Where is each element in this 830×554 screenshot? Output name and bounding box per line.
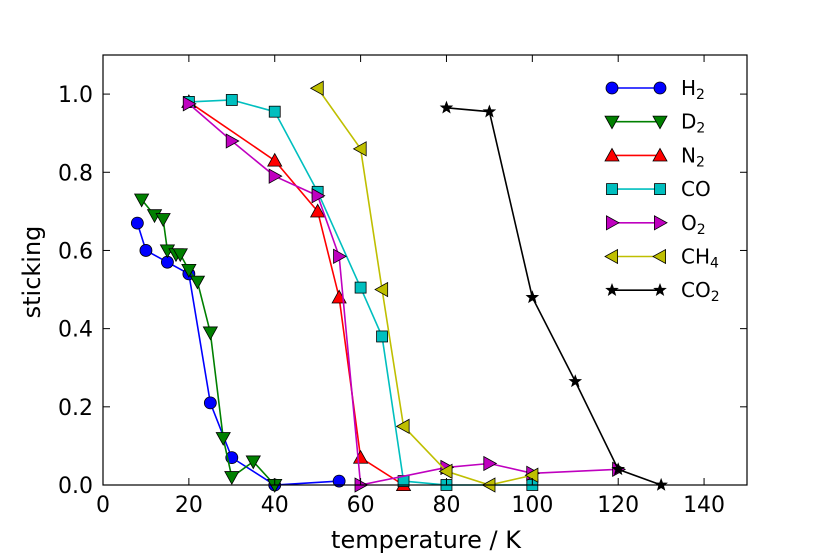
data-point-ch4 bbox=[309, 80, 324, 96]
legend-entry-o2: O2 bbox=[606, 211, 706, 238]
legend-label-subscript: 2 bbox=[696, 154, 705, 170]
series-line-co2 bbox=[446, 106, 662, 486]
axes-layer: 0 20 40 60 80 100 120 140 0.0 0.2 0.4 0.6 0.8 1.0 bbox=[58, 54, 748, 518]
legend-marker bbox=[652, 115, 668, 130]
x-tick-label: 0 bbox=[96, 493, 110, 518]
x-tick-label: 80 bbox=[432, 493, 460, 518]
legend-marker bbox=[653, 81, 667, 95]
x-tick-label: 20 bbox=[175, 493, 203, 518]
legend-label: CO bbox=[681, 177, 711, 201]
data-point-d2 bbox=[172, 248, 188, 263]
data-point-co bbox=[268, 105, 281, 118]
data-point-o2 bbox=[225, 133, 240, 149]
data-point-o2 bbox=[333, 248, 347, 264]
y-tick-label: 1.0 bbox=[58, 83, 93, 108]
legend-marker bbox=[652, 248, 666, 265]
data-point-n2 bbox=[267, 152, 283, 167]
x-tick-label: 120 bbox=[597, 493, 639, 518]
legend-marker bbox=[606, 183, 618, 196]
data-point-co bbox=[225, 94, 238, 106]
data-point-d2 bbox=[202, 326, 219, 341]
data-point-ch4 bbox=[352, 141, 367, 157]
data-point-co bbox=[354, 281, 367, 294]
data-point-h2 bbox=[130, 216, 144, 230]
y-tick-label: 0.4 bbox=[58, 318, 93, 343]
data-point-o2 bbox=[182, 96, 197, 112]
data-point-d2 bbox=[133, 193, 150, 208]
series-line-o2 bbox=[188, 103, 619, 486]
legend-marker bbox=[604, 115, 620, 130]
data-point-h2 bbox=[139, 244, 153, 257]
plot-frame bbox=[102, 54, 748, 486]
data-point-co2 bbox=[568, 374, 583, 388]
legend-marker bbox=[606, 215, 620, 231]
y-tick-label: 0.8 bbox=[58, 161, 93, 186]
legend-label-subscript: 2 bbox=[697, 222, 706, 238]
legend-label-subscript: 2 bbox=[696, 87, 705, 103]
data-point-ch4 bbox=[395, 418, 410, 435]
data-point-o2 bbox=[311, 188, 326, 204]
legend-marker bbox=[652, 147, 668, 162]
data-point-d2 bbox=[155, 213, 171, 228]
data-point-co2 bbox=[482, 104, 497, 118]
legend-label-subscript: 2 bbox=[711, 289, 720, 305]
y-tick-label: 0.0 bbox=[58, 474, 93, 499]
legend-entry-co: CO bbox=[606, 177, 711, 201]
data-point-o2 bbox=[268, 168, 283, 184]
x-tick-label: 100 bbox=[511, 493, 553, 518]
legend-marker bbox=[604, 147, 620, 162]
x-tick-label: 40 bbox=[261, 493, 289, 518]
data-point-n2 bbox=[352, 449, 369, 464]
data-point-d2 bbox=[224, 471, 240, 486]
data-point-ch4 bbox=[438, 463, 453, 479]
x-axis-label: temperature / K bbox=[331, 526, 522, 554]
series-d2 bbox=[133, 193, 283, 493]
legend-marker bbox=[653, 283, 667, 296]
legend-marker bbox=[605, 283, 619, 296]
data-point-co2 bbox=[525, 290, 540, 304]
legend-label-subscript: 2 bbox=[696, 121, 705, 137]
data-point-co bbox=[376, 330, 388, 343]
x-tick-label: 60 bbox=[347, 493, 375, 518]
legend-marker bbox=[654, 183, 666, 196]
data-point-o2 bbox=[483, 455, 498, 472]
data-point-co2 bbox=[439, 100, 454, 114]
data-point-d2 bbox=[215, 432, 231, 446]
series-line-n2 bbox=[188, 101, 404, 486]
data-point-h2 bbox=[332, 474, 346, 488]
legend-label-subscript: 4 bbox=[710, 256, 719, 272]
data-point-d2 bbox=[245, 455, 261, 470]
data-point-ch4 bbox=[524, 467, 539, 483]
data-point-ch4 bbox=[374, 281, 389, 298]
legend-marker bbox=[604, 248, 618, 265]
y-tick-label: 0.2 bbox=[58, 396, 93, 421]
y-axis-label: sticking bbox=[18, 226, 46, 319]
data-point-d2 bbox=[181, 264, 197, 278]
data-point-co2 bbox=[611, 462, 625, 476]
legend-marker bbox=[605, 81, 619, 95]
data-point-n2 bbox=[309, 203, 326, 218]
data-point-h2 bbox=[203, 396, 217, 410]
legend-marker bbox=[654, 215, 668, 231]
y-tick-label: 0.6 bbox=[58, 239, 93, 264]
x-tick-label: 140 bbox=[683, 493, 725, 518]
data-point-d2 bbox=[189, 275, 206, 290]
